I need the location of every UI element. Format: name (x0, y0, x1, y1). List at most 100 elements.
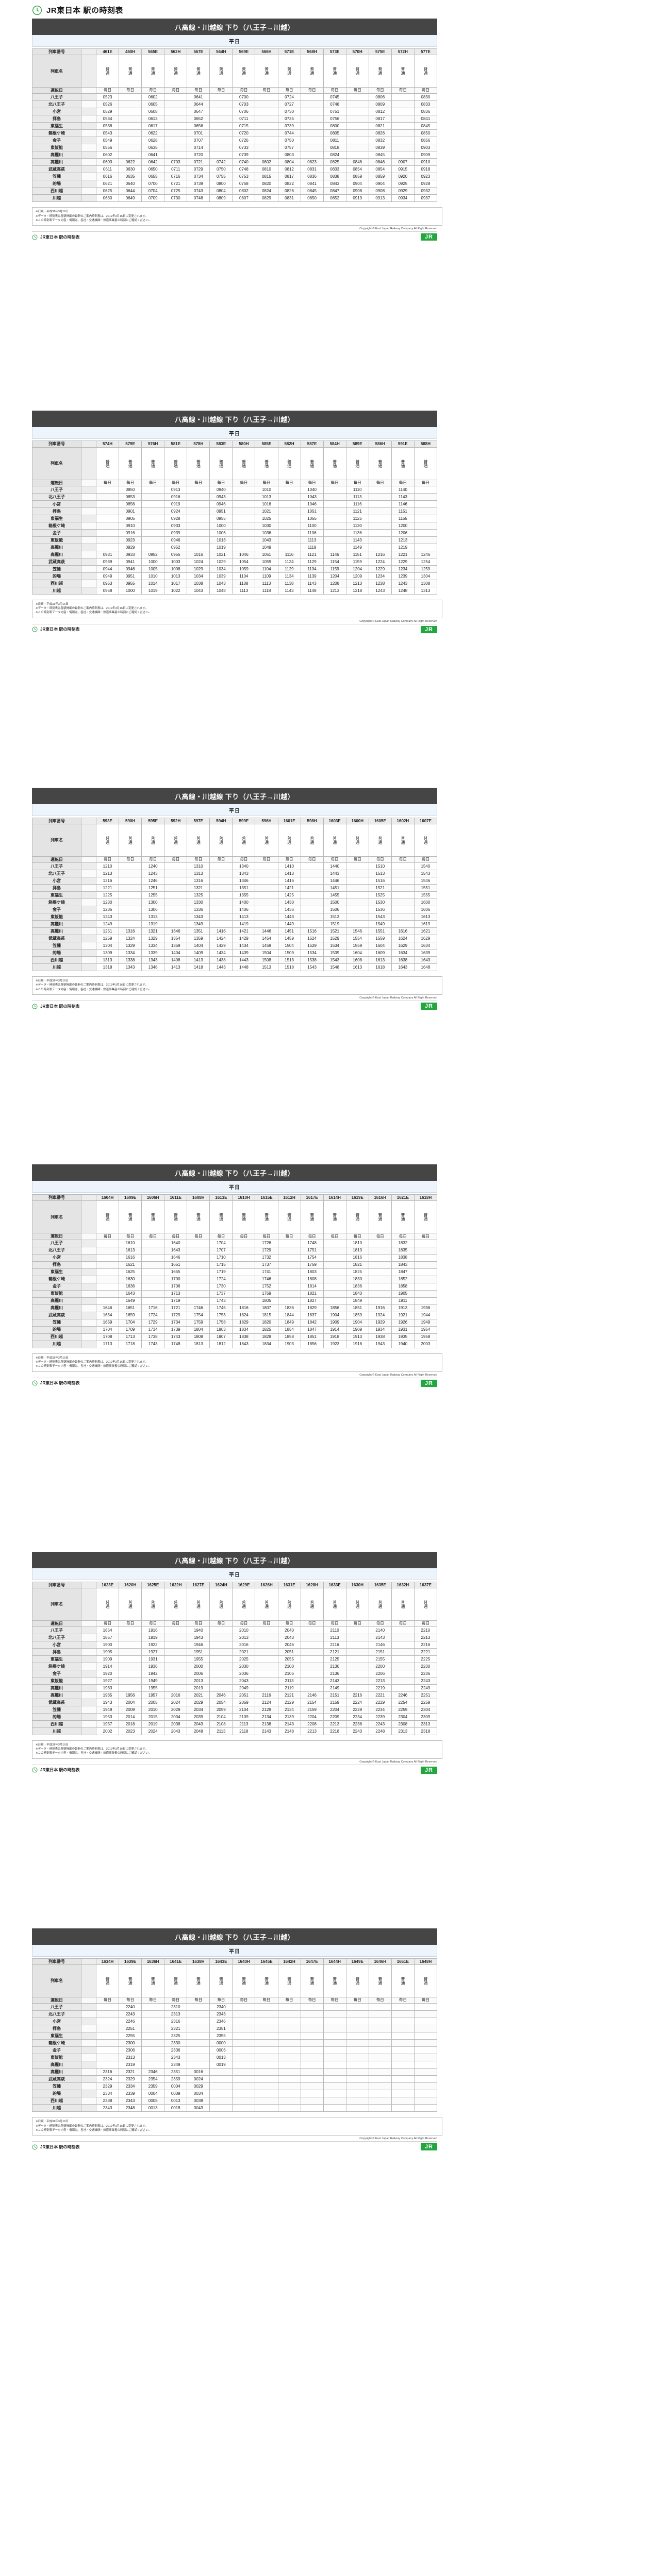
train-number-cell[interactable]: 1637E (413, 1581, 438, 1588)
train-number-cell[interactable]: 1625E (141, 1581, 165, 1588)
train-number-cell[interactable]: 1638H (187, 1958, 210, 1965)
train-number-cell[interactable]: 1619E (345, 1194, 369, 1201)
train-number-cell[interactable]: 1645E (255, 1958, 278, 1965)
train-number-cell[interactable]: 1603E (323, 817, 346, 824)
departure-time-cell: 2221 (413, 1648, 438, 1656)
train-number-cell[interactable]: 568H (300, 48, 324, 56)
departure-time-cell: 1139 (300, 572, 324, 580)
train-number-cell[interactable]: 1608H (187, 1194, 210, 1201)
train-number-cell[interactable]: 1618H (413, 1194, 438, 1201)
departure-time-cell: 0622 (141, 129, 165, 138)
train-number-cell[interactable]: 571E (277, 48, 301, 56)
train-number-cell[interactable]: 1647E (300, 1958, 324, 1965)
departure-time-cell: 1648 (413, 963, 438, 972)
train-number-cell[interactable]: 564H (209, 48, 233, 56)
train-number-cell[interactable]: 569E (232, 48, 256, 56)
train-number-cell[interactable]: 581E (164, 440, 188, 448)
train-number-cell[interactable]: 590H (119, 817, 142, 824)
train-number-cell[interactable]: 1631E (277, 1581, 301, 1588)
train-number-cell[interactable]: 1602H (391, 817, 415, 824)
train-number-cell[interactable]: 1651E (391, 1958, 415, 1965)
train-number-cell[interactable]: 562H (164, 48, 188, 56)
train-number-cell[interactable]: 1633E (323, 1581, 346, 1588)
train-number-cell[interactable]: 1600H (345, 817, 369, 824)
departure-time-cell: 0806 (368, 93, 392, 101)
train-number-cell[interactable]: 1648H (413, 1958, 438, 1965)
train-number-cell[interactable]: 460H (119, 48, 142, 56)
train-number-cell[interactable]: 1622H (164, 1581, 188, 1588)
train-number-cell[interactable]: 584H (323, 440, 346, 448)
train-number-cell[interactable]: 587E (300, 440, 324, 448)
train-number-cell[interactable]: 1611E (164, 1194, 188, 1201)
train-number-cell[interactable]: 585E (255, 440, 278, 448)
train-number-cell[interactable]: 1610H (232, 1194, 256, 1201)
train-number-cell[interactable]: 1629E (232, 1581, 256, 1588)
train-number-cell[interactable]: 595E (141, 817, 165, 824)
train-number-cell[interactable]: 461E (95, 48, 120, 56)
train-number-cell[interactable]: 565E (141, 48, 165, 56)
train-number-cell[interactable]: 1649E (345, 1958, 369, 1965)
empty-cell (368, 2025, 392, 2033)
train-number-cell[interactable]: 599E (232, 817, 256, 824)
train-number-cell[interactable]: 1605E (368, 817, 392, 824)
train-number-cell[interactable]: 575E (368, 48, 392, 56)
train-number-cell[interactable]: 1639E (119, 1958, 142, 1965)
train-number-cell[interactable]: 1635E (368, 1581, 392, 1588)
train-number-cell[interactable]: 1607E (413, 817, 438, 824)
train-number-cell[interactable]: 1641E (164, 1958, 188, 1965)
train-number-cell[interactable]: 1621E (391, 1194, 415, 1201)
empty-cell (119, 899, 142, 907)
train-number-cell[interactable]: 1632H (391, 1581, 415, 1588)
train-number-cell[interactable]: 1614H (323, 1194, 346, 1201)
train-number-cell[interactable]: 1620H (119, 1581, 142, 1588)
train-number-cell[interactable]: 588H (413, 440, 438, 448)
train-number-cell[interactable]: 591E (391, 440, 415, 448)
train-number-cell[interactable]: 594H (209, 817, 233, 824)
train-number-cell[interactable]: 589E (345, 440, 369, 448)
train-number-cell[interactable]: 1624H (209, 1581, 233, 1588)
train-number-cell[interactable]: 580H (232, 440, 256, 448)
train-number-cell[interactable]: 582H (277, 440, 301, 448)
train-number-cell[interactable]: 598H (300, 817, 324, 824)
train-number-cell[interactable]: 1634H (95, 1958, 120, 1965)
train-number-cell[interactable]: 579E (119, 440, 142, 448)
train-number-cell[interactable]: 1626H (255, 1581, 278, 1588)
train-number-cell[interactable]: 1616H (368, 1194, 392, 1201)
train-number-cell[interactable]: 596H (255, 817, 278, 824)
train-number-cell[interactable]: 1644H (323, 1958, 346, 1965)
train-number-cell[interactable]: 1612H (277, 1194, 301, 1201)
empty-cell (391, 2046, 415, 2055)
departure-time-cell: 0943 (209, 493, 233, 501)
train-number-cell[interactable]: 577E (413, 48, 438, 56)
train-number-cell[interactable]: 572H (391, 48, 415, 56)
train-number-cell[interactable]: 570H (345, 48, 369, 56)
train-number-cell[interactable]: 1642H (277, 1958, 301, 1965)
train-number-cell[interactable]: 1615E (255, 1194, 278, 1201)
train-number-cell[interactable]: 1606H (141, 1194, 165, 1201)
train-number-cell[interactable]: 1646H (368, 1958, 392, 1965)
train-number-cell[interactable]: 1640H (232, 1958, 256, 1965)
train-number-cell[interactable]: 1604H (95, 1194, 120, 1201)
train-number-cell[interactable]: 1623E (95, 1581, 120, 1588)
train-number-cell[interactable]: 566H (255, 48, 278, 56)
train-number-cell[interactable]: 1609E (119, 1194, 142, 1201)
train-number-cell[interactable]: 1601E (277, 817, 301, 824)
train-number-cell[interactable]: 1627E (187, 1581, 210, 1588)
train-number-cell[interactable]: 1628H (300, 1581, 324, 1588)
train-number-cell[interactable]: 567E (187, 48, 210, 56)
train-number-cell[interactable]: 574H (95, 440, 120, 448)
train-number-cell[interactable]: 1630H (345, 1581, 369, 1588)
train-number-cell[interactable]: 583E (209, 440, 233, 448)
train-number-cell[interactable]: 597E (187, 817, 210, 824)
train-number-cell[interactable]: 586H (368, 440, 392, 448)
train-number-cell[interactable]: 576H (141, 440, 165, 448)
train-number-cell[interactable]: 1613E (209, 1194, 233, 1201)
train-number-cell[interactable]: 573E (323, 48, 346, 56)
operation-day-cell: 毎日 (209, 1233, 233, 1240)
train-number-cell[interactable]: 578H (187, 440, 210, 448)
train-number-cell[interactable]: 1617E (300, 1194, 324, 1201)
train-number-cell[interactable]: 1643E (209, 1958, 233, 1965)
train-number-cell[interactable]: 593E (95, 817, 120, 824)
train-number-cell[interactable]: 1636H (141, 1958, 165, 1965)
train-number-cell[interactable]: 592H (164, 817, 188, 824)
